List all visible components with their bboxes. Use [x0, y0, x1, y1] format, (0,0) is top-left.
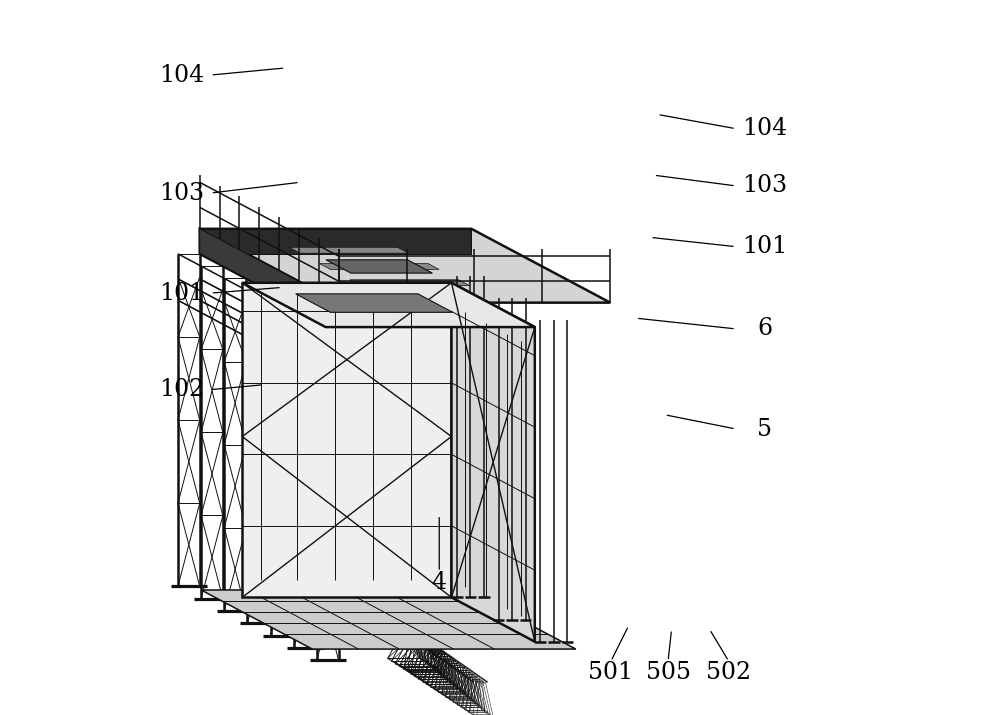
- Polygon shape: [289, 247, 409, 253]
- Text: 103: 103: [159, 182, 204, 204]
- Text: 102: 102: [159, 378, 204, 401]
- Polygon shape: [296, 294, 453, 312]
- Polygon shape: [200, 229, 339, 327]
- Polygon shape: [201, 590, 576, 649]
- Polygon shape: [200, 229, 471, 254]
- Text: 104: 104: [159, 64, 204, 87]
- Text: 104: 104: [742, 117, 787, 140]
- Polygon shape: [350, 280, 470, 286]
- Text: 4: 4: [432, 571, 447, 594]
- Polygon shape: [326, 260, 432, 273]
- Text: 501: 501: [588, 661, 633, 684]
- Text: 5: 5: [757, 418, 772, 440]
- Polygon shape: [451, 282, 535, 641]
- Polygon shape: [200, 229, 339, 327]
- Text: 103: 103: [742, 174, 787, 197]
- Polygon shape: [200, 229, 610, 302]
- Text: 6: 6: [757, 317, 772, 340]
- Polygon shape: [242, 282, 535, 327]
- Text: 505: 505: [646, 661, 691, 684]
- Text: 101: 101: [742, 235, 787, 258]
- Text: 101: 101: [159, 282, 204, 305]
- Polygon shape: [319, 264, 439, 270]
- Polygon shape: [242, 282, 451, 597]
- Text: 502: 502: [706, 661, 751, 684]
